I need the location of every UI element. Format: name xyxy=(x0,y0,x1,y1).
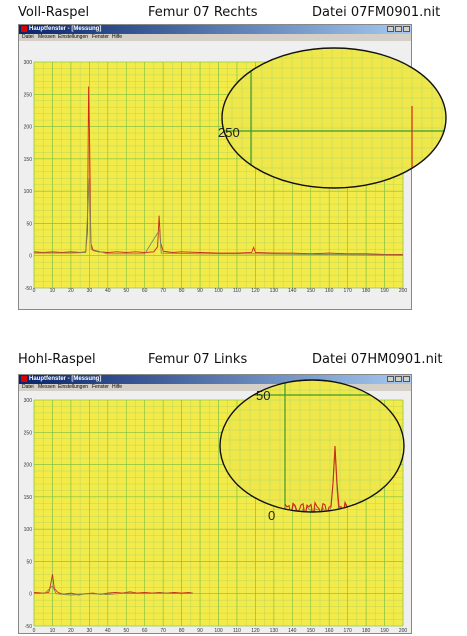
x-tick-label: 170 xyxy=(343,628,352,634)
x-tick-label: 110 xyxy=(233,288,241,294)
x-tick-label: 10 xyxy=(50,288,56,294)
menu-item-fenster[interactable]: Fenster xyxy=(92,34,109,40)
comparison-panel-hohl: Hohl-Raspel Femur 07 Links Datei 07HM090… xyxy=(0,318,467,636)
app-icon xyxy=(21,26,27,32)
y-tick-label: 250 xyxy=(24,92,33,98)
x-tick-label: 180 xyxy=(362,288,371,294)
file-caption: Datei 07HM0901.nit xyxy=(312,352,443,367)
y-tick-label: 200 xyxy=(24,463,33,469)
close-icon[interactable] xyxy=(403,26,410,32)
menu-item-einstellungen[interactable]: Einstellungen xyxy=(58,34,89,40)
x-tick-label: 160 xyxy=(325,288,334,294)
rasp-type-caption: Hohl-Raspel xyxy=(18,352,96,367)
magnifier-lens xyxy=(222,48,446,188)
app-icon xyxy=(21,376,27,382)
y-tick-label: 100 xyxy=(24,189,33,195)
maximize-icon[interactable] xyxy=(395,26,402,32)
x-tick-label: 40 xyxy=(105,288,111,294)
x-tick-label: 120 xyxy=(251,628,260,634)
x-tick-label: 90 xyxy=(197,628,203,634)
menu-item-messen[interactable]: Messen xyxy=(38,384,56,390)
minimize-icon[interactable] xyxy=(387,26,394,32)
magnifier-axis-label: 0 xyxy=(268,508,275,523)
x-tick-label: 80 xyxy=(179,628,185,634)
y-tick-label: 300 xyxy=(24,398,33,404)
x-tick-label: 90 xyxy=(197,288,203,294)
x-tick-label: 200 xyxy=(399,628,408,634)
x-tick-label: 0 xyxy=(33,628,36,634)
femur-caption: Femur 07 Rechts xyxy=(148,5,258,20)
x-tick-label: 70 xyxy=(160,288,166,294)
x-tick-label: 100 xyxy=(214,288,223,294)
menu-item-messen[interactable]: Messen xyxy=(38,34,56,40)
x-tick-label: 190 xyxy=(380,628,389,634)
y-tick-label: 50 xyxy=(26,221,32,227)
x-tick-label: 80 xyxy=(179,288,185,294)
x-tick-label: 0 xyxy=(33,288,36,294)
comparison-panel-voll: Voll-Raspel Femur 07 Rechts Datei 07FM09… xyxy=(18,5,447,310)
minimize-icon[interactable] xyxy=(387,376,394,382)
signal-chart: 0 10 20 30 40 50 60 70 80 90 100 110 120 130 140 150 160… xyxy=(24,47,447,294)
series-line-2 xyxy=(34,178,404,256)
maximize-icon[interactable] xyxy=(395,376,402,382)
series-line-2 xyxy=(33,585,193,596)
x-tick-label: 170 xyxy=(343,288,352,294)
y-tick-label: 100 xyxy=(24,527,33,533)
x-tick-label: 10 xyxy=(50,628,56,634)
signal-chart: 0 10 20 30 40 50 60 70 80 90 100 110 120 130 140 150 160… xyxy=(24,379,408,634)
y-tick-label: -50 xyxy=(25,624,32,630)
y-tick-label: 0 xyxy=(29,592,32,598)
x-tick-label: 30 xyxy=(87,628,93,634)
title-bar: Hauptfenster - [Messung] xyxy=(19,375,411,384)
x-tick-label: 180 xyxy=(362,628,371,634)
x-tick-label: 70 xyxy=(160,628,166,634)
femur-caption: Femur 07 Links xyxy=(148,352,248,367)
x-tick-label: 60 xyxy=(142,288,148,294)
y-tick-label: 200 xyxy=(24,125,33,131)
x-tick-label: 110 xyxy=(233,628,241,634)
x-tick-label: 130 xyxy=(270,628,279,634)
menu-item-einstellungen[interactable]: Einstellungen xyxy=(58,384,89,390)
x-tick-label: 150 xyxy=(307,628,316,634)
window-title: Hauptfenster - [Messung] xyxy=(29,26,102,32)
menu-item-datei[interactable]: Datei xyxy=(22,34,34,40)
x-tick-label: 140 xyxy=(288,628,297,634)
close-icon[interactable] xyxy=(403,376,410,382)
rasp-type-caption: Voll-Raspel xyxy=(18,5,90,20)
file-caption: Datei 07FM0901.nit xyxy=(312,5,441,20)
menu-item-hilfe[interactable]: Hilfe xyxy=(112,34,123,40)
y-tick-label: 150 xyxy=(24,495,33,501)
menu-bar: Datei Messen Einstellungen Fenster Hilfe xyxy=(19,34,411,41)
x-tick-label: 200 xyxy=(399,288,408,294)
magnifier-outline xyxy=(219,379,405,513)
x-tick-label: 160 xyxy=(325,628,334,634)
y-tick-label: 250 xyxy=(24,430,33,436)
x-tick-label: 190 xyxy=(380,288,389,294)
menu-bar: Datei Messen Einstellungen Fenster Hilfe xyxy=(19,384,411,391)
x-tick-label: 50 xyxy=(123,628,129,634)
window-title: Hauptfenster - [Messung] xyxy=(29,376,102,382)
magnifier-axis-label: 250 xyxy=(218,125,240,140)
magnifier-outline xyxy=(221,47,447,189)
menu-item-datei[interactable]: Datei xyxy=(22,384,34,390)
y-tick-label: 50 xyxy=(26,559,32,565)
x-tick-label: 20 xyxy=(68,288,74,294)
x-tick-label: 60 xyxy=(142,628,148,634)
x-tick-label: 100 xyxy=(214,628,223,634)
x-tick-label: 130 xyxy=(270,288,279,294)
x-tick-label: 50 xyxy=(123,288,129,294)
x-tick-label: 40 xyxy=(105,628,111,634)
menu-item-fenster[interactable]: Fenster xyxy=(92,384,109,390)
x-tick-label: 120 xyxy=(251,288,260,294)
menu-item-hilfe[interactable]: Hilfe xyxy=(112,384,123,390)
y-tick-label: 300 xyxy=(24,60,33,66)
x-tick-label: 20 xyxy=(68,628,74,634)
x-tick-label: 30 xyxy=(87,288,93,294)
title-bar: Hauptfenster - [Messung] xyxy=(19,25,411,34)
y-tick-label: 150 xyxy=(24,157,33,163)
x-tick-label: 140 xyxy=(288,288,297,294)
y-tick-label: 0 xyxy=(29,254,32,260)
x-tick-label: 150 xyxy=(307,288,316,294)
y-tick-label: -50 xyxy=(25,286,32,292)
